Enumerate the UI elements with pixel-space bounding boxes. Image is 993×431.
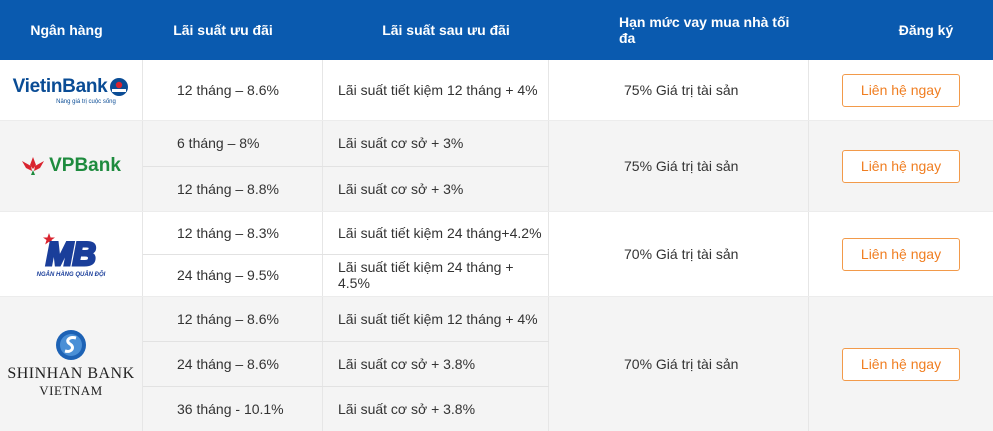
promo-rate: 12 tháng – 8.8% bbox=[143, 166, 323, 211]
contact-button[interactable]: Liên hệ ngay bbox=[842, 347, 960, 381]
shinhan-tagline: VIETNAM bbox=[39, 383, 103, 398]
after-rate: Lãi suất tiết kiệm 12 tháng + 4% bbox=[323, 60, 549, 120]
svg-text:MB: MB bbox=[46, 236, 96, 271]
mb-logo-mark-icon: MB MB bbox=[43, 232, 97, 271]
header-after-rate: Lãi suất sau ưu đãi bbox=[382, 22, 510, 38]
header-max-limit: Hạn mức vay mua nhà tối đa bbox=[619, 14, 790, 46]
vpbank-logo-text: VPBank bbox=[49, 155, 121, 176]
term-row: 12 tháng – 8.6% Lãi suất tiết kiệm 12 th… bbox=[143, 60, 549, 120]
after-rate: Lãi suất cơ sở + 3.8% bbox=[323, 387, 549, 431]
header-register: Đăng ký bbox=[898, 22, 954, 38]
promo-rate: 12 tháng – 8.6% bbox=[143, 297, 323, 341]
vietinbank-logo: VietinBank Nâng giá trị cuộc sống bbox=[0, 60, 143, 120]
svg-text:MB: MB bbox=[46, 236, 96, 271]
vpbank-flower-icon bbox=[22, 157, 45, 175]
promo-rate: 12 tháng – 8.6% bbox=[143, 60, 323, 120]
bank-row-vietinbank: VietinBank Nâng giá trị cuộc sống 12 thá… bbox=[0, 60, 993, 121]
contact-button[interactable]: Liên hệ ngay bbox=[842, 73, 960, 107]
term-row: 24 tháng – 8.6% Lãi suất cơ sở + 3.8% bbox=[143, 342, 549, 387]
term-row: 12 tháng – 8.3% Lãi suất tiết kiệm 24 th… bbox=[143, 212, 549, 255]
table-header: Ngân hàng Lãi suất ưu đãi Lãi suất sau ư… bbox=[0, 0, 993, 60]
mb-logo: MB MB NGÂN HÀNG QUÂN ĐỘI bbox=[0, 212, 143, 296]
vietinbank-emblem-icon bbox=[110, 77, 129, 96]
bank-row-shinhan: SHINHAN BANK VIETNAM 12 tháng – 8.6% Lãi… bbox=[0, 297, 993, 431]
promo-rate: 24 tháng – 8.6% bbox=[143, 342, 323, 386]
term-row: 24 tháng – 9.5% Lãi suất tiết kiệm 24 th… bbox=[143, 254, 549, 296]
contact-button[interactable]: Liên hệ ngay bbox=[842, 237, 960, 271]
max-limit: 75% Giá trị tài sản bbox=[549, 60, 809, 120]
max-limit: 70% Giá trị tài sản bbox=[549, 297, 809, 431]
shinhan-logo-text: SHINHAN BANK bbox=[7, 365, 135, 382]
term-row: 36 tháng - 10.1% Lãi suất cơ sở + 3.8% bbox=[143, 387, 549, 431]
shinhan-emblem-icon bbox=[56, 330, 86, 360]
promo-rate: 12 tháng – 8.3% bbox=[143, 212, 323, 254]
after-rate: Lãi suất cơ sở + 3.8% bbox=[323, 342, 549, 386]
vpbank-logo: VPBank bbox=[0, 121, 143, 211]
vietinbank-logo-text: VietinBank bbox=[12, 75, 108, 97]
bank-row-vpbank: VPBank 6 tháng – 8% Lãi suất cơ sở + 3% … bbox=[0, 121, 993, 212]
bank-row-mb: MB MB NGÂN HÀNG QUÂN ĐỘI 12 tháng – 8.3%… bbox=[0, 212, 993, 297]
shinhan-logo: SHINHAN BANK VIETNAM bbox=[0, 297, 143, 431]
term-row: 12 tháng – 8.6% Lãi suất tiết kiệm 12 th… bbox=[143, 297, 549, 342]
vietinbank-tagline: Nâng giá trị cuộc sống bbox=[56, 98, 116, 105]
max-limit: 70% Giá trị tài sản bbox=[549, 212, 809, 296]
after-rate: Lãi suất tiết kiệm 24 tháng+4.2% bbox=[323, 212, 549, 254]
after-rate: Lãi suất cơ sở + 3% bbox=[323, 121, 549, 166]
term-row: 6 tháng – 8% Lãi suất cơ sở + 3% bbox=[143, 121, 549, 167]
header-bank: Ngân hàng bbox=[30, 22, 103, 38]
after-rate: Lãi suất tiết kiệm 12 tháng + 4% bbox=[323, 297, 549, 341]
contact-button[interactable]: Liên hệ ngay bbox=[842, 149, 960, 183]
promo-rate: 36 tháng - 10.1% bbox=[143, 387, 323, 431]
max-limit: 75% Giá trị tài sản bbox=[549, 121, 809, 211]
promo-rate: 24 tháng – 9.5% bbox=[143, 254, 323, 296]
after-rate: Lãi suất tiết kiệm 24 tháng + 4.5% bbox=[323, 254, 549, 296]
header-promo-rate: Lãi suất ưu đãi bbox=[173, 22, 273, 38]
mb-tagline: NGÂN HÀNG QUÂN ĐỘI bbox=[36, 271, 106, 278]
term-row: 12 tháng – 8.8% Lãi suất cơ sở + 3% bbox=[143, 166, 549, 211]
after-rate: Lãi suất cơ sở + 3% bbox=[323, 166, 549, 211]
promo-rate: 6 tháng – 8% bbox=[143, 121, 323, 166]
